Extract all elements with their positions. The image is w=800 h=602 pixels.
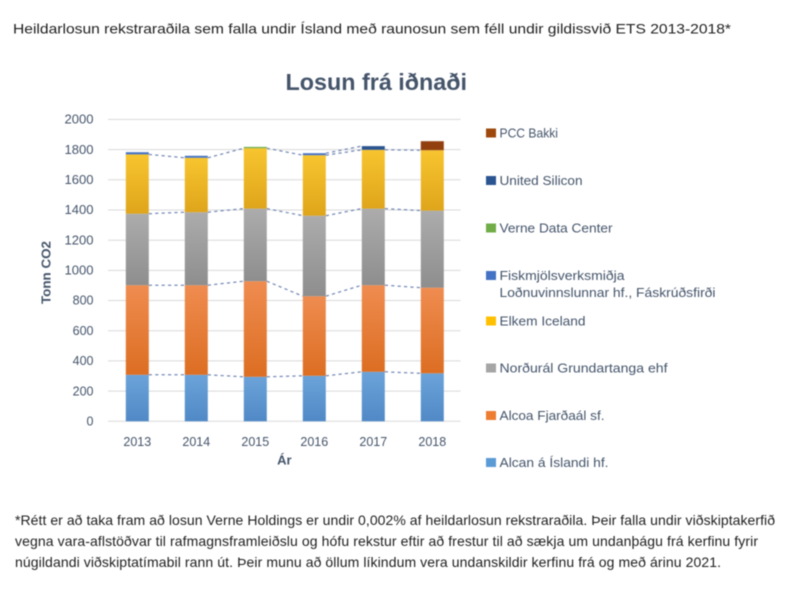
svg-text:200: 200 bbox=[73, 384, 94, 398]
svg-text:Ár: Ár bbox=[277, 453, 291, 468]
svg-text:Elkem Iceland: Elkem Iceland bbox=[500, 314, 586, 328]
svg-text:United Silicon: United Silicon bbox=[500, 174, 583, 188]
svg-text:400: 400 bbox=[73, 354, 94, 368]
svg-text:1000: 1000 bbox=[65, 264, 94, 278]
svg-text:2015: 2015 bbox=[241, 435, 269, 449]
svg-text:2017: 2017 bbox=[359, 435, 387, 449]
svg-text:800: 800 bbox=[73, 294, 94, 308]
svg-text:Verne Data Center: Verne Data Center bbox=[500, 221, 613, 235]
svg-text:Loðnuvinnslunnar hf., Fáskrúðs: Loðnuvinnslunnar hf., Fáskrúðsfirði bbox=[500, 286, 716, 300]
svg-text:0: 0 bbox=[87, 415, 94, 429]
svg-text:600: 600 bbox=[73, 324, 94, 338]
svg-text:vegna vara-aflstöðvar til rafm: vegna vara-aflstöðvar til rafmagnsframle… bbox=[15, 533, 758, 549]
svg-text:2018: 2018 bbox=[418, 435, 446, 449]
svg-text:Alcoa Fjarðaál sf.: Alcoa Fjarðaál sf. bbox=[500, 409, 605, 423]
svg-text:2013: 2013 bbox=[123, 435, 151, 449]
svg-text:Tonn CO2: Tonn CO2 bbox=[39, 241, 54, 304]
svg-text:2014: 2014 bbox=[182, 435, 210, 449]
svg-text:*Rétt er að taka fram að losun: *Rétt er að taka fram að losun Verne Hol… bbox=[15, 512, 775, 528]
svg-text:2016: 2016 bbox=[300, 435, 328, 449]
svg-text:1200: 1200 bbox=[65, 233, 94, 247]
svg-text:Fiskmjölsverksmiðja: Fiskmjölsverksmiðja bbox=[500, 269, 625, 283]
svg-text:1800: 1800 bbox=[65, 143, 94, 157]
svg-text:núgildandi viðskiptatímabil ra: núgildandi viðskiptatímabil rann út. Þei… bbox=[15, 554, 721, 570]
svg-text:2000: 2000 bbox=[65, 113, 94, 127]
svg-text:1600: 1600 bbox=[65, 173, 94, 187]
svg-text:Heildarlosun rekstraraðila sem: Heildarlosun rekstraraðila sem falla und… bbox=[13, 21, 732, 37]
svg-text:Norðurál Grundartanga ehf: Norðurál Grundartanga ehf bbox=[500, 361, 669, 375]
svg-text:PCC Bakki: PCC Bakki bbox=[500, 126, 559, 140]
svg-text:1400: 1400 bbox=[65, 203, 94, 217]
svg-text:Alcan á Íslandi hf.: Alcan á Íslandi hf. bbox=[500, 455, 609, 470]
svg-text:Losun frá iðnaði: Losun frá iðnaði bbox=[286, 69, 468, 95]
